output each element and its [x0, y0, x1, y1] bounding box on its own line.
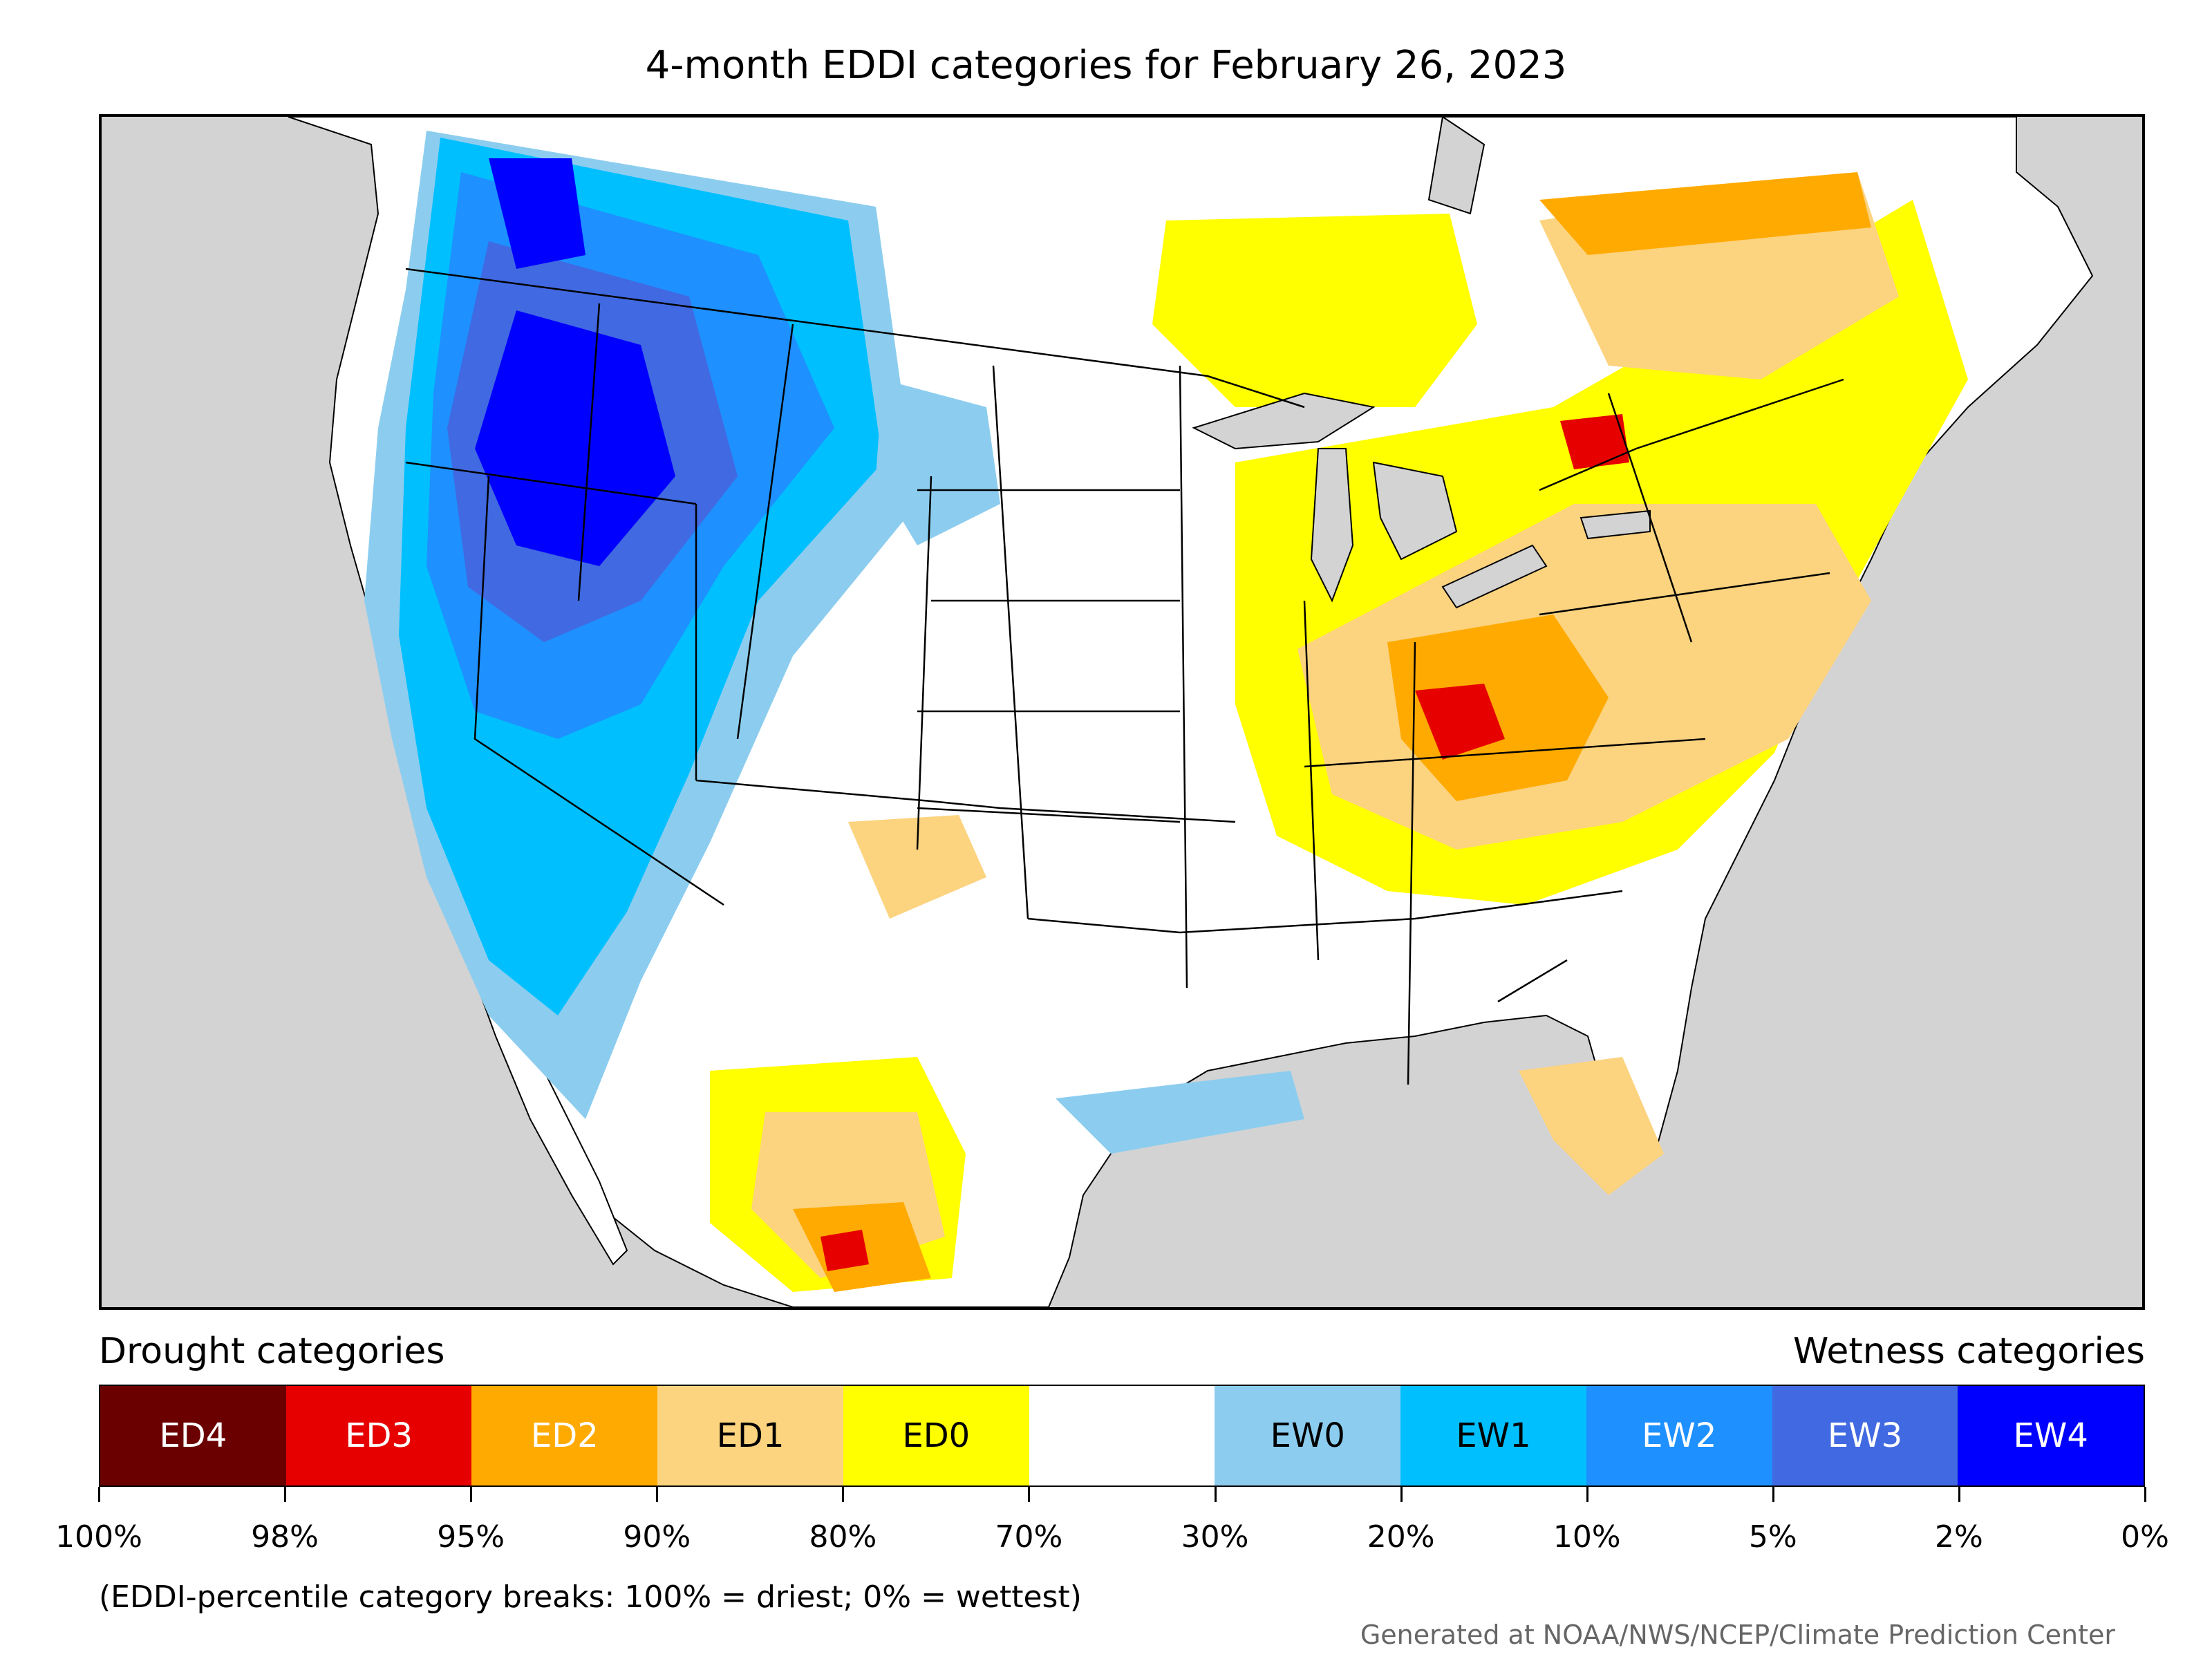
legend-swatch — [1029, 1386, 1215, 1485]
colorbar-tick-label: 90% — [623, 1519, 691, 1555]
legend-swatch: EW0 — [1215, 1386, 1401, 1485]
colorbar-tick-label: 30% — [1181, 1519, 1249, 1555]
colorbar-tick — [470, 1487, 473, 1502]
colorbar-tick — [656, 1487, 659, 1502]
dry-ed3-ontario — [1560, 414, 1629, 469]
colorbar-tick — [1400, 1487, 1403, 1502]
colorbar-tick — [1586, 1487, 1588, 1502]
wet-ew4-north — [489, 158, 585, 269]
wet-ew0-gulf — [1056, 1071, 1304, 1154]
wet-ew4-west — [475, 310, 675, 566]
legend-swatch: EW1 — [1400, 1386, 1586, 1485]
legend-swatch: ED3 — [285, 1386, 472, 1485]
colorbar-tick — [284, 1487, 287, 1502]
legend-swatch: EW4 — [1958, 1386, 2144, 1485]
lake-huron — [1372, 461, 1458, 561]
colorbar-tick-label: 70% — [995, 1519, 1063, 1555]
colorbar-tick — [842, 1487, 845, 1502]
colorbar-tick — [1772, 1487, 1774, 1502]
category-colorbar: ED4 ED3 ED2 ED1 ED0 EW0 EW1 EW2 EW3 EW4 — [99, 1385, 2145, 1487]
colorbar-tick-label: 5% — [1748, 1519, 1797, 1555]
colorbar-tick-label: 95% — [437, 1519, 505, 1555]
dry-ed3-southwest — [821, 1230, 869, 1271]
colorbar-tick — [2144, 1487, 2146, 1502]
eddi-map — [99, 114, 2145, 1310]
dry-ed2-canada — [1539, 172, 1871, 255]
legend-swatch: ED1 — [657, 1386, 843, 1485]
drought-heading: Drought categories — [99, 1331, 445, 1372]
state-boundaries — [405, 268, 1844, 1085]
legend-swatch: ED0 — [843, 1386, 1029, 1485]
colorbar-tick-label: 80% — [809, 1519, 877, 1555]
credit-line: Generated at NOAA/NWS/NCEP/Climate Predi… — [1360, 1620, 2115, 1650]
colorbar-tick — [98, 1487, 100, 1502]
dry-ed1-oklahoma — [848, 815, 986, 919]
map-canvas — [288, 117, 2094, 1307]
colorbar-tick-label: 98% — [251, 1519, 319, 1555]
lake-ontario — [1580, 509, 1651, 540]
colorbar-tick-label: 10% — [1553, 1519, 1621, 1555]
map-title: 4-month EDDI categories for February 26,… — [645, 43, 1567, 88]
category-note: (EDDI-percentile category breaks: 100% =… — [99, 1580, 1082, 1615]
lake-superior — [1192, 392, 1376, 450]
wet-ew0-plains — [876, 379, 1000, 545]
hudson-bay-edge — [1427, 117, 1485, 215]
colorbar-tick-label: 0% — [2121, 1519, 2169, 1555]
dry-ed0-canada — [1152, 214, 1477, 407]
dry-ed3-indiana — [1415, 684, 1505, 760]
dry-ed1-florida — [1519, 1057, 1664, 1195]
legend-swatch: EW2 — [1586, 1386, 1772, 1485]
legend-swatch: ED2 — [471, 1386, 658, 1485]
legend-swatch: EW3 — [1772, 1386, 1958, 1485]
colorbar-tick-label: 20% — [1367, 1519, 1435, 1555]
colorbar-tick — [1958, 1487, 1960, 1502]
wetness-heading: Wetness categories — [1793, 1331, 2145, 1372]
colorbar-tick-label: 2% — [1935, 1519, 1983, 1555]
colorbar-tick-label: 100% — [55, 1519, 142, 1555]
lake-michigan — [1310, 448, 1354, 603]
colorbar-tick — [1214, 1487, 1217, 1502]
colorbar-ticks — [98, 1487, 2146, 1508]
legend-swatch: ED4 — [100, 1386, 286, 1485]
lake-erie — [1441, 544, 1548, 609]
us-canada-border — [405, 268, 1305, 409]
colorbar-tick — [1028, 1487, 1031, 1502]
